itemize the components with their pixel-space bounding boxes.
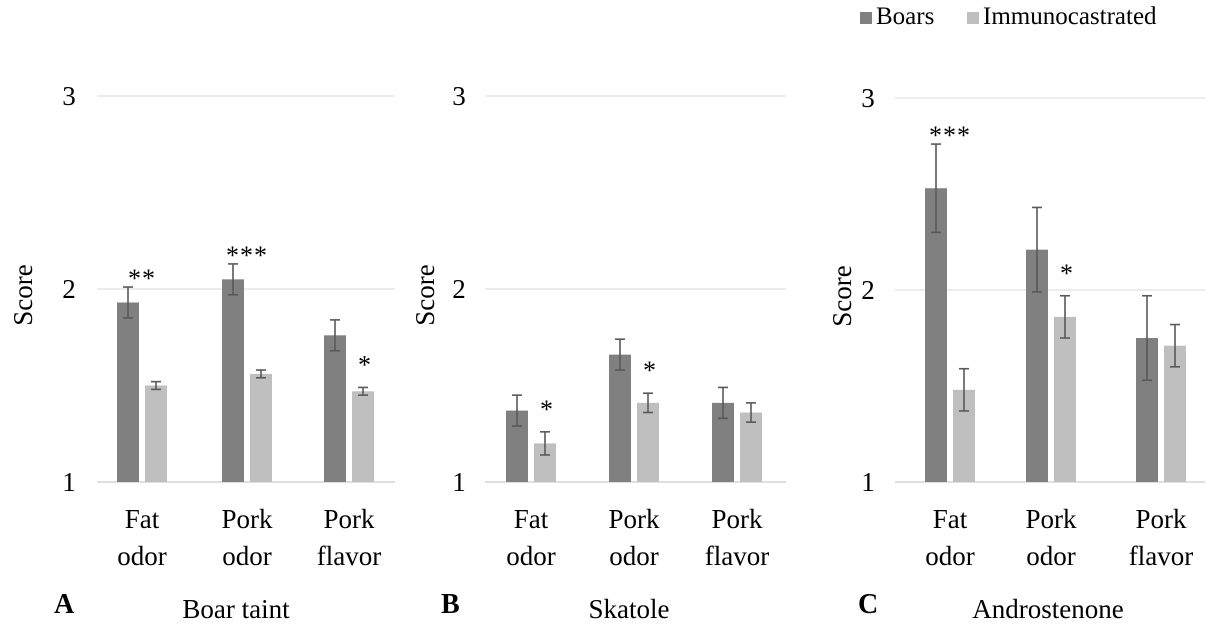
chart-panel-c: 1 2 3 Score *** Fat odor * Pork odor Pork flavor C An… [827,83,1205,624]
y-tick-label: 2 [62,274,76,304]
bar-immunocastrated [1054,316,1076,482]
significance-marker: *** [929,121,971,150]
error-bar [358,386,368,396]
y-tick-label: 1 [452,467,466,497]
bar-boars [609,354,631,482]
error-bar [512,394,522,427]
category-label-line1: Fat [125,504,160,534]
error-bar [1060,294,1070,339]
significance-marker: * [358,350,372,379]
y-tick-label: 2 [861,275,875,305]
bar-boars [925,188,947,483]
category-label-line2: odor [609,541,659,571]
error-bar [959,367,969,412]
error-bar [540,431,550,456]
category-label-line1: Fat [514,504,549,534]
panel-caption: Androstenone [972,594,1123,624]
legend-swatch-immunocastrated [967,12,979,24]
bar-boars [1136,338,1158,482]
bar-immunocastrated [250,373,272,482]
panel-letter: C [858,589,878,620]
category-label-line2: odor [222,541,272,571]
y-tick-label: 2 [452,274,466,304]
error-bar [615,338,625,371]
category-label-line2: odor [925,541,975,571]
bar-immunocastrated [953,389,975,482]
error-bar [151,380,161,391]
category-label-line1: Pork [221,504,273,534]
category-label-line2: flavor [317,541,381,571]
category-label-line1: Pork [711,504,763,534]
bar-boars [712,402,734,482]
significance-marker: * [1060,259,1074,288]
category-label-line1: Pork [323,504,375,534]
error-bar [718,386,728,420]
y-tick-label: 1 [62,467,76,497]
error-bar [330,319,340,352]
error-bar [256,369,266,379]
bar-boars [324,335,346,482]
category-label-line2: odor [1026,541,1076,571]
error-bar [931,143,941,234]
y-tick-label: 3 [62,81,76,111]
category-label-line1: Pork [608,504,660,534]
chart-panel-a: 1 2 3 Score ** Fat odor *** Pork odor * Pork flavor A… [8,81,395,624]
legend: Boars Immunocastrated [860,3,1157,30]
error-bar [1170,323,1180,368]
bar-boars [1026,249,1048,482]
significance-marker: * [643,356,657,385]
significance-marker: *** [226,241,268,270]
category-label-line2: odor [117,541,167,571]
y-tick-label: 3 [861,83,875,113]
y-tick-label: 3 [452,81,466,111]
panel-letter: B [441,589,460,620]
legend-label-immunocastrated: Immunocastrated [983,3,1157,30]
y-axis-label: Score [410,264,440,325]
category-label-line1: Pork [1025,504,1077,534]
error-bar [123,286,133,319]
panel-caption: Skatole [589,594,670,624]
significance-marker: * [540,395,554,424]
bar-immunocastrated [352,391,374,482]
category-label-line2: flavor [1129,541,1193,571]
error-bar [228,263,238,296]
category-label-line2: odor [506,541,556,571]
bar-immunocastrated [534,443,556,482]
bar-immunocastrated [1164,345,1186,482]
category-label-line1: Pork [1135,504,1187,534]
category-label-line2: flavor [705,541,769,571]
y-axis-label: Score [827,265,857,326]
chart-panel-b: 1 2 3 Score * Fat odor * Pork odor Pork flavor B Skat… [410,81,786,624]
error-bar [643,392,653,414]
legend-swatch-boars [860,12,872,24]
panel-caption: Boar taint [182,594,290,624]
bar-boars [222,279,244,482]
bar-boars [117,302,139,482]
y-tick-label: 1 [861,467,875,497]
error-bar [746,402,756,423]
panel-letter: A [54,589,75,620]
bar-immunocastrated [637,402,659,482]
bar-immunocastrated [740,412,762,482]
category-label-line1: Fat [933,504,968,534]
significance-marker: ** [128,264,156,293]
bar-immunocastrated [145,385,167,482]
bar-boars [506,410,528,482]
error-bar [1142,294,1152,382]
legend-label-boars: Boars [876,3,934,30]
y-axis-label: Score [8,264,38,325]
error-bar [1032,206,1042,293]
